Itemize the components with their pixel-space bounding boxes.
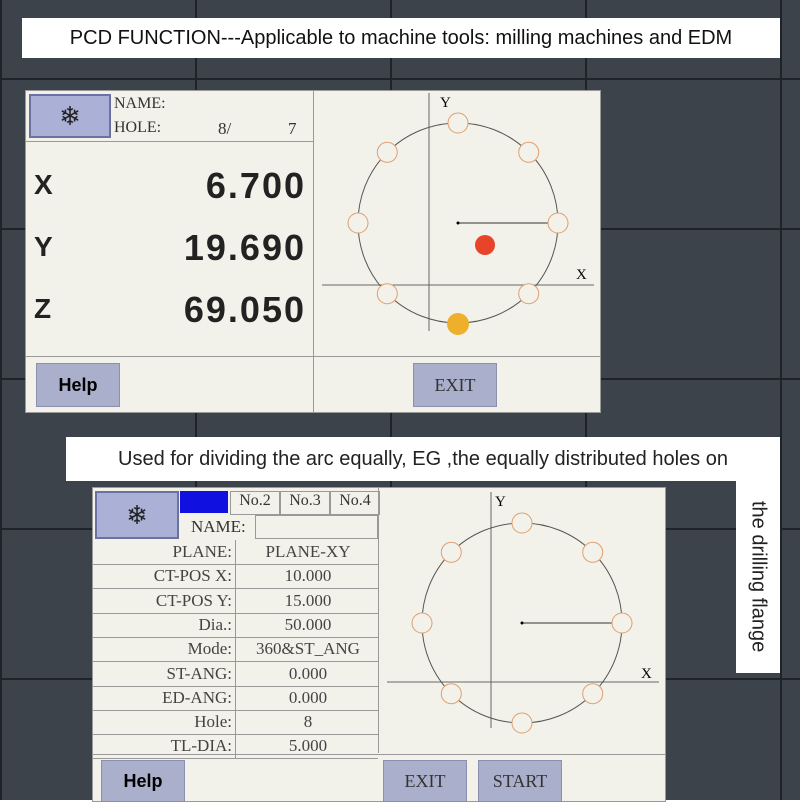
cell-border <box>235 540 236 564</box>
hole-marker <box>518 141 540 163</box>
exit-button[interactable]: EXIT <box>383 760 467 802</box>
param-row: Hole: 8 <box>93 710 378 736</box>
axis-label: Z <box>34 293 52 324</box>
cell-border <box>235 685 236 710</box>
param-value: 8 <box>303 712 313 732</box>
cell-border <box>235 661 236 686</box>
cell-border <box>235 612 236 637</box>
param-row: CT-POS X: 10.000 <box>93 564 378 590</box>
tab[interactable]: No.2 <box>230 491 280 515</box>
pcd-plot: Y X <box>322 93 594 335</box>
menu-icon[interactable]: ❄ <box>29 94 111 138</box>
hole-marker <box>547 212 569 234</box>
param-value: 15.000 <box>284 590 332 610</box>
param-label: Mode: <box>187 639 232 659</box>
param-label: ST-ANG: <box>166 663 233 683</box>
hole-marker <box>440 541 462 563</box>
active-tab[interactable] <box>180 491 228 513</box>
hole-marker <box>411 612 433 634</box>
cell-border <box>235 637 236 662</box>
x-axis-label: X <box>576 267 587 283</box>
param-row: PLANE: PLANE-XY <box>93 540 378 565</box>
param-label: PLANE: <box>172 542 233 561</box>
help-button[interactable]: Help <box>36 363 120 407</box>
axis-value: 6.700 <box>205 165 306 206</box>
hole-marker <box>440 683 462 705</box>
hole-label: HOLE: <box>114 119 162 136</box>
help-button[interactable]: Help <box>101 760 185 802</box>
hole-marker <box>582 541 604 563</box>
x-axis-label: X <box>641 666 652 682</box>
cell-border <box>235 734 236 759</box>
param-row: TL-DIA: 5.000 <box>93 734 378 760</box>
cell-border <box>235 588 236 613</box>
screen-1: ❄ NAME: HOLE: 8/ 7 X 6.700 Y 19.690 Z 69.050 … <box>25 90 601 413</box>
title: PCD FUNCTION---Applicable to machine too… <box>22 18 780 58</box>
axis-value: 69.050 <box>183 289 306 330</box>
screen-2: ❄ No.2 No.3 No.4 NAME: PLANE: PLANE-XY CT-PO… <box>92 487 666 802</box>
hole-marker <box>518 283 540 305</box>
param-value: 5.000 <box>288 736 328 756</box>
param-value: 10.000 <box>284 566 332 586</box>
param-row: Mode: 360&ST_ANG <box>93 637 378 663</box>
param-label: ED-ANG: <box>162 687 232 707</box>
param-value: 50.000 <box>284 614 332 634</box>
hole-current: 8/ <box>218 119 232 138</box>
y-axis-label: Y <box>440 95 451 111</box>
param-row: ST-ANG: 0.000 <box>93 661 378 687</box>
param-label: Dia.: <box>198 614 232 634</box>
param-value: 0.000 <box>288 663 328 683</box>
axis-label: X <box>34 169 53 200</box>
hole-marker <box>376 283 398 305</box>
param-value: 0.000 <box>288 687 328 707</box>
menu-icon[interactable]: ❄ <box>95 491 179 539</box>
tab[interactable]: No.3 <box>280 491 330 515</box>
hole-marker <box>511 712 533 734</box>
hole-total: 7 <box>288 119 297 138</box>
start-button[interactable]: START <box>478 760 562 802</box>
axis-value: 19.690 <box>183 227 306 268</box>
param-label: TL-DIA: <box>170 736 232 756</box>
hole-marker <box>511 512 533 534</box>
param-value: PLANE-XY <box>265 542 351 561</box>
param-row: Dia.: 50.000 <box>93 612 378 638</box>
caption-vertical: the drilling flange <box>736 481 780 673</box>
caption: Used for dividing the arc equally, EG ,t… <box>66 437 780 481</box>
hole-marker <box>447 112 469 134</box>
name-label: NAME: <box>191 517 246 536</box>
pcd-plot: Y X <box>387 492 659 734</box>
hole-marker <box>582 683 604 705</box>
param-label: Hole: <box>194 712 232 732</box>
exit-button[interactable]: EXIT <box>413 363 497 407</box>
cell-border <box>235 710 236 735</box>
param-row: CT-POS Y: 15.000 <box>93 588 378 614</box>
hole-marker <box>376 141 398 163</box>
hole-marker <box>611 612 633 634</box>
axis-label: Y <box>34 231 53 262</box>
tab[interactable]: No.4 <box>330 491 380 515</box>
param-value: 360&ST_ANG <box>256 639 360 659</box>
hole-marker <box>347 212 369 234</box>
name-label: NAME: <box>114 95 166 112</box>
param-label: CT-POS Y: <box>155 590 232 610</box>
param-label: CT-POS X: <box>153 566 232 586</box>
cell-border <box>235 564 236 589</box>
y-axis-label: Y <box>495 494 506 510</box>
param-row: ED-ANG: 0.000 <box>93 685 378 711</box>
